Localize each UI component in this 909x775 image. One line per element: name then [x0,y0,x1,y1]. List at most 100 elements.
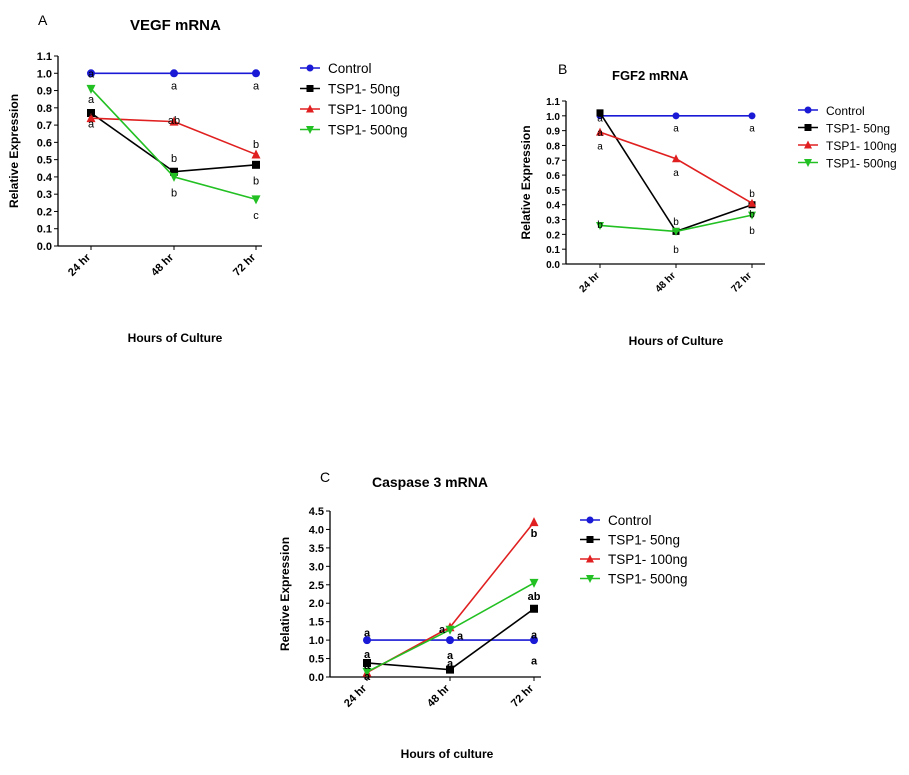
data-point [672,154,680,163]
y-tick-label: 0.7 [546,156,560,167]
x-axis-title: Hours of culture [401,747,494,761]
x-tick-label: 48 hr [425,682,453,710]
y-tick-label: 0.5 [309,654,324,666]
y-tick-label: 0.1 [546,245,560,256]
significance-label: a [439,624,446,636]
legend-marker [586,554,594,563]
legend-label: TSP1- 50ng [608,533,680,548]
series-triangle-up [596,127,756,207]
legend-label: TSP1- 100ng [608,552,688,567]
data-point [86,113,96,123]
data-point [363,636,371,645]
y-tick-label: 1.0 [546,112,560,123]
x-tick-label: 24 hr [342,682,370,710]
series-square [363,604,538,674]
y-tick-label: 0.0 [37,241,52,253]
y-tick-label: 0.4 [37,172,53,184]
y-tick-label: 0.0 [309,672,324,684]
significance-label: b [597,220,603,231]
series-circle [363,636,538,645]
x-axis-title: Hours of Culture [629,334,724,348]
significance-label: a [88,118,95,130]
y-tick-label: 3.0 [309,561,324,573]
significance-label: c [253,210,259,222]
y-tick-label: 0.4 [546,201,560,212]
significance-label: a [171,80,178,92]
data-point [748,211,756,220]
y-tick-label: 0.2 [546,230,560,241]
y-tick-label: 1.5 [309,617,324,629]
legend: Control TSP1- 50ng TSP1- 100ng TSP1- 500ng [300,61,408,138]
y-tick-label: 0.0 [546,260,560,271]
significance-label: a [749,124,755,135]
data-point [530,636,538,645]
legend-marker [586,516,594,524]
significance-label: a [457,631,464,643]
data-point [445,625,455,635]
data-point [529,578,539,588]
data-point [169,116,179,126]
series-circle [87,69,260,78]
y-tick-label: 4.0 [309,524,324,536]
series-square [87,109,260,176]
data-point [87,109,95,117]
data-point [363,658,371,667]
significance-label: a [531,630,538,642]
y-tick-label: 0.1 [37,224,52,236]
data-point [748,112,756,120]
y-tick-label: 0.3 [37,189,52,201]
significance-label: b [253,139,259,151]
series-triangle-down [362,578,539,677]
x-tick-label: 24 hr [577,270,602,295]
legend-label: TSP1- 100ng [328,102,408,117]
y-tick-label: 1.1 [37,51,52,63]
y-tick-label: 0.8 [546,141,560,152]
x-tick-label: 72 hr [231,251,259,279]
y-tick-label: 0.3 [546,216,560,227]
data-point [87,69,95,78]
significance-label: a [597,141,603,152]
significance-label: a [364,649,371,661]
significance-label: b [673,217,679,228]
data-point [748,198,756,207]
panel-label: A [38,12,48,28]
significance-label: a [88,94,95,106]
significance-label: a [447,650,454,662]
y-tick-label: 0.6 [546,171,560,182]
data-point [672,112,680,120]
significance-label: a [597,113,603,124]
legend-label: TSP1- 50ng [826,122,890,136]
y-tick-label: 0.9 [546,127,560,138]
chart-title: Caspase 3 mRNA [372,474,488,490]
significance-label: a [88,106,95,118]
significance-label: b [531,528,538,540]
legend-marker [306,85,314,92]
legend-label: Control [328,61,372,76]
data-point [251,149,261,159]
data-point [596,127,604,136]
significance-label: b [673,245,679,256]
data-point [672,227,680,236]
y-tick-label: 0.9 [37,86,52,98]
data-point [251,195,261,205]
x-tick-label: 48 hr [149,251,177,279]
y-tick-label: 1.1 [546,97,560,108]
x-tick-label: 72 hr [729,270,754,295]
legend-marker [804,159,812,167]
x-axis-title: Hours of Culture [128,331,223,345]
legend-marker [804,124,812,131]
data-point [446,636,454,645]
legend-marker [306,126,314,134]
legend-marker [804,140,812,149]
y-tick-label: 3.5 [309,543,324,555]
legend-marker [586,575,594,583]
y-tick-label: 1.0 [37,68,52,80]
chart-panel-a: A VEGF mRNA 0.0 0.1 0.2 0.3 0.4 0.5 0.6 0.7 0.8 0.9… [7,12,408,345]
data-point [596,109,604,117]
data-point [252,69,260,78]
data-point [252,160,260,169]
chart-title: VEGF mRNA [130,17,221,34]
legend: Control TSP1- 50ng TSP1- 100ng TSP1- 500ng [798,104,897,171]
y-tick-label: 2.0 [309,598,324,610]
series-circle [596,112,756,120]
